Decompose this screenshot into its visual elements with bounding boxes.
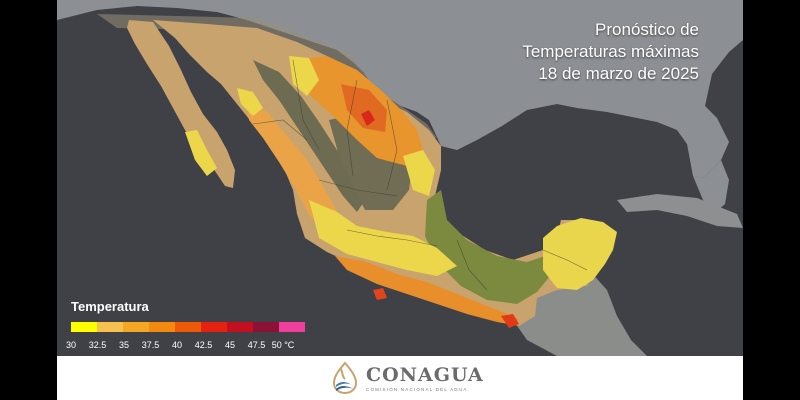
footer: CONAGUA COMISIÓN NACIONAL DEL AGUA (57, 356, 743, 400)
north-hotter-zone (341, 84, 387, 132)
legend-label-1: 32.5 (88, 340, 107, 350)
legend-swatch-4 (175, 322, 201, 332)
legend-label-4: 40 (171, 340, 183, 350)
legend-swatch-2 (123, 322, 149, 332)
legend-swatch-8 (279, 322, 305, 332)
legend-swatch-0 (71, 322, 97, 332)
florida-land (693, 160, 729, 214)
state-borders (252, 59, 588, 291)
sonora-yellow (289, 56, 319, 96)
legend-label-0: 30 (65, 340, 77, 350)
brand-subtitle: COMISIÓN NACIONAL DEL AGUA (366, 386, 468, 392)
legend-labels: 30 32.5 35 37.5 40 42.5 45 47.5 50 °C (61, 340, 341, 352)
north-hottest-spot (361, 110, 375, 126)
south-pacific-hot (335, 256, 519, 326)
legend-color-bar (71, 322, 305, 332)
legend-swatch-3 (149, 322, 175, 332)
baja-california (127, 20, 235, 188)
baja-south-yellow (185, 130, 217, 176)
title-line-2: Temperaturas máximas (522, 42, 699, 61)
usa-land (57, 0, 743, 178)
central-yellow-belt (309, 200, 457, 276)
title-line-3: 18 de marzo de 2025 (538, 64, 699, 83)
legend-label-6: 45 (224, 340, 236, 350)
legend-swatch-1 (97, 322, 123, 332)
legend-swatch-7 (253, 322, 279, 332)
legend-title: Temperatura (71, 299, 149, 314)
legend-swatch-5 (201, 322, 227, 332)
legend-label-5: 42.5 (194, 340, 213, 350)
yucatan (543, 218, 617, 290)
tamaulipas-yellow (403, 150, 435, 196)
legend-label-7: 47.5 (247, 340, 266, 350)
legend-label-2: 35 (118, 340, 130, 350)
oaxaca-red-spot (501, 314, 519, 328)
conagua-logo-icon (332, 361, 358, 395)
pacific-warm-band (247, 104, 349, 236)
map-frame: Pronóstico de Temperaturas máximas 18 de… (57, 0, 743, 400)
cuba-land (617, 194, 743, 228)
conagua-logo: CONAGUA COMISIÓN NACIONAL DEL AGUA (330, 361, 484, 395)
guerrero-red-spot (373, 288, 387, 300)
sierra-madre (253, 60, 365, 212)
mexico-temperature-map (57, 0, 743, 356)
gulf-coast-green (425, 190, 555, 304)
brand-name: CONAGUA (366, 363, 484, 386)
legend-label-8: 50 °C (271, 340, 295, 350)
sinaloa-yellow (237, 88, 263, 116)
legend-label-3: 37.5 (141, 340, 160, 350)
legend-swatch-6 (227, 322, 253, 332)
title-line-1: Pronóstico de (595, 20, 699, 39)
